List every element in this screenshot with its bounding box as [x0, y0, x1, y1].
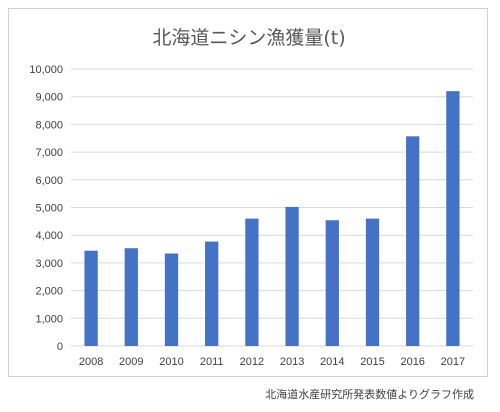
- bar-2014: [325, 220, 339, 346]
- y-tick-label: 8,000: [35, 119, 63, 131]
- bar-2009: [124, 248, 138, 346]
- bar-2013: [285, 206, 299, 346]
- x-tick-label: 2014: [320, 356, 344, 368]
- x-tick-label: 2012: [240, 356, 264, 368]
- y-tick-label: 0: [57, 341, 63, 353]
- y-tick-label: 1,000: [35, 313, 63, 325]
- bar-2010: [164, 253, 179, 346]
- y-tick-label: 10,000: [29, 64, 63, 76]
- x-tick-label: 2010: [159, 356, 183, 368]
- bar-2017: [446, 91, 460, 346]
- bar-2016: [406, 136, 420, 346]
- y-tick-label: 6,000: [35, 175, 63, 187]
- y-tick-label: 5,000: [35, 203, 63, 215]
- y-tick-label: 2,000: [35, 286, 63, 298]
- chart-title: 北海道ニシン漁獲量(t): [152, 27, 346, 49]
- x-tick-label: 2011: [200, 356, 224, 368]
- bar-2012: [245, 218, 259, 346]
- x-tick-label: 2015: [360, 356, 384, 368]
- x-tick-label: 2013: [280, 356, 304, 368]
- bar-2015: [365, 218, 380, 346]
- bar-2011: [205, 241, 219, 346]
- y-tick-label: 4,000: [35, 230, 63, 242]
- bar-chart: 0 1,000 2,000 3,000 4,000 5,000 6,000 7,000 8,00…: [29, 64, 473, 368]
- y-tick-label: 3,000: [35, 258, 63, 270]
- bar-2008: [84, 250, 98, 346]
- x-tick-label: 2016: [400, 356, 424, 368]
- x-tick-label: 2008: [79, 356, 103, 368]
- source-note: 北海道水産研究所発表数値よりグラフ作成: [265, 388, 474, 401]
- chart-frame: 北海道ニシン漁獲量(t) 0 1,000 2,000 3,000 4,000 5,000 6…: [8, 8, 488, 377]
- x-tick-label: 2017: [441, 356, 465, 368]
- y-tick-label: 9,000: [35, 92, 63, 104]
- y-tick-label: 7,000: [35, 147, 63, 159]
- x-tick-label: 2009: [119, 356, 143, 368]
